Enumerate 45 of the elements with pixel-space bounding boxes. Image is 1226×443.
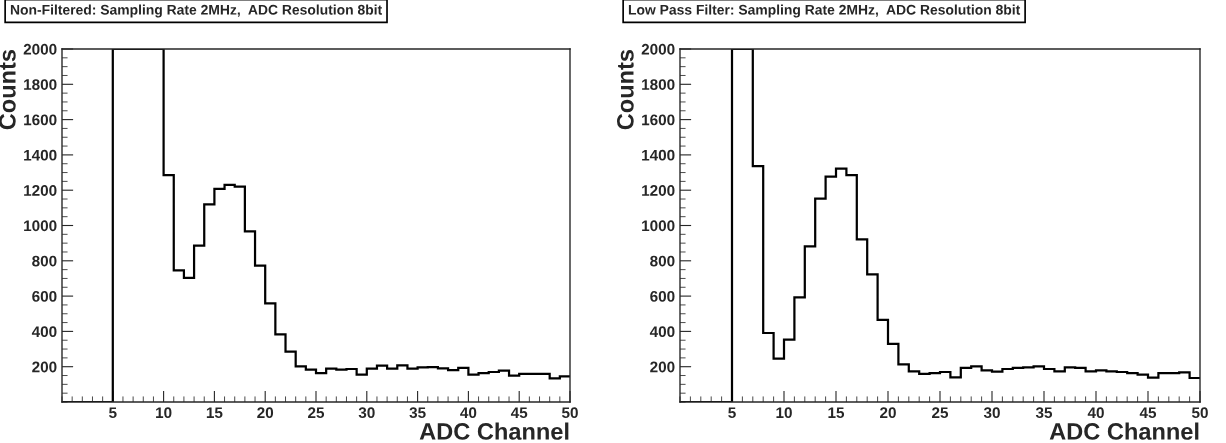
x-axis-title: ADC Channel bbox=[1049, 422, 1199, 440]
y-tick-label: 1800 bbox=[642, 79, 675, 90]
y-tick-label: 1600 bbox=[24, 114, 57, 126]
y-tick-label: 400 bbox=[31, 326, 57, 338]
y-tick-label: 2000 bbox=[641, 43, 675, 55]
x-tick-label: 30 bbox=[358, 407, 375, 419]
x-tick-label: 15 bbox=[206, 407, 223, 419]
y-tick-label: 1000 bbox=[24, 220, 57, 232]
x-tick-label: 30 bbox=[983, 407, 1000, 419]
y-tick-label: 600 bbox=[32, 290, 57, 302]
y-tick-label: 400 bbox=[649, 326, 675, 338]
x-tick-label: 50 bbox=[1191, 407, 1208, 419]
y-tick-label: 200 bbox=[650, 361, 675, 373]
y-tick-label: 1600 bbox=[642, 114, 675, 126]
x-tick-label: 5 bbox=[109, 407, 117, 419]
x-tick-label: 25 bbox=[932, 407, 949, 419]
x-tick-label: 20 bbox=[880, 407, 896, 419]
x-tick-label: 35 bbox=[409, 407, 426, 419]
y-tick-label: 1800 bbox=[24, 79, 57, 90]
x-tick-label: 20 bbox=[257, 407, 274, 419]
y-tick-label: 600 bbox=[650, 290, 675, 302]
y-tick-label: 800 bbox=[650, 255, 675, 267]
chart-title: Low Pass Filter: Sampling Rate 2MHz, ADC Resolution 8bit bbox=[628, 4, 1021, 18]
y-tick-label: 1400 bbox=[642, 149, 675, 161]
y-tick-label: 800 bbox=[32, 255, 57, 267]
x-tick-label: 45 bbox=[1139, 407, 1157, 419]
x-tick-label: 10 bbox=[156, 407, 172, 419]
y-tick-label: 1000 bbox=[642, 220, 675, 232]
y-axis-title: Counts bbox=[616, 49, 634, 130]
y-tick-label: 1200 bbox=[24, 185, 57, 196]
x-tick-label: 35 bbox=[1035, 407, 1053, 419]
x-tick-label: 5 bbox=[728, 407, 736, 419]
x-tick-label: 45 bbox=[510, 407, 528, 419]
y-tick-label: 200 bbox=[32, 361, 57, 373]
x-tick-label: 40 bbox=[460, 407, 477, 419]
y-tick-label: 1200 bbox=[642, 185, 675, 196]
x-axis-title: ADC Channel bbox=[419, 422, 569, 440]
x-tick-label: 40 bbox=[1087, 407, 1104, 419]
x-tick-label: 15 bbox=[828, 407, 845, 419]
x-tick-label: 10 bbox=[776, 407, 792, 419]
y-tick-label: 1400 bbox=[24, 149, 57, 161]
x-tick-label: 50 bbox=[561, 407, 578, 419]
chart-title: Non-Filtered: Sampling Rate 2MHz, ADC Resolution 8bit bbox=[10, 4, 383, 18]
x-tick-label: 25 bbox=[308, 407, 325, 419]
y-tick-label: 2000 bbox=[23, 43, 57, 55]
